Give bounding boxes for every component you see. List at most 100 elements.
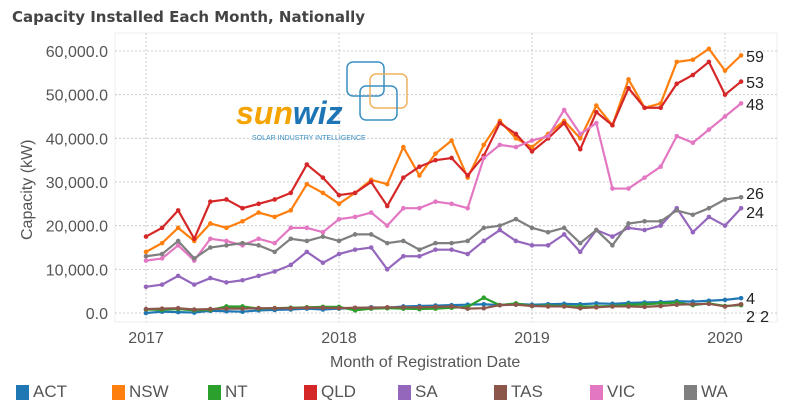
data-point [368, 179, 374, 185]
data-point [577, 131, 583, 137]
data-point [288, 208, 294, 213]
data-point [497, 120, 503, 126]
legend-swatch [494, 384, 507, 400]
data-point [208, 275, 213, 281]
data-point [658, 303, 663, 309]
legend-swatch [590, 384, 603, 400]
legend-swatch [16, 384, 29, 400]
data-point [481, 142, 487, 148]
y-tick-label: 20,000.0 [46, 219, 108, 236]
logo-wordmark: sunwiz [236, 95, 343, 131]
data-point [738, 205, 744, 211]
data-point [272, 240, 277, 246]
data-point [642, 227, 647, 233]
x-tick-label: 2017 [128, 330, 164, 347]
data-point [674, 302, 680, 308]
data-point [481, 305, 487, 311]
data-point [256, 236, 261, 242]
data-point [626, 221, 631, 226]
data-point [191, 236, 197, 242]
data-point [529, 138, 535, 143]
data-point [336, 251, 342, 257]
series-wa: 26 [143, 186, 764, 261]
data-point [561, 232, 567, 237]
data-point [465, 251, 470, 257]
data-point [545, 304, 551, 309]
data-point [288, 225, 294, 231]
data-point [208, 245, 213, 250]
data-point [738, 79, 744, 84]
data-point [658, 105, 663, 111]
data-point [722, 68, 728, 73]
legend-item-nt[interactable]: NT [208, 382, 248, 402]
logo-wiz: wiz [293, 95, 343, 131]
data-point [722, 114, 728, 119]
legend-label: QLD [321, 382, 356, 401]
data-point [481, 295, 487, 301]
legend-item-sa[interactable]: SA [398, 382, 438, 402]
series-line-wa [145, 196, 742, 260]
data-point [706, 59, 712, 65]
data-point [368, 245, 374, 250]
data-point [481, 155, 487, 161]
data-point [529, 144, 535, 150]
data-point [706, 46, 712, 52]
data-point [738, 101, 744, 106]
data-point [384, 203, 390, 209]
data-point [368, 232, 374, 237]
logo-sun: sun [236, 95, 293, 131]
end-label: 53 [746, 75, 764, 92]
data-point [433, 157, 438, 163]
data-point [272, 214, 277, 220]
end-label: 26 [746, 186, 764, 203]
y-tick-label: 40,000.0 [46, 131, 108, 148]
data-point [304, 162, 310, 167]
data-point [143, 253, 149, 259]
data-point [352, 214, 358, 220]
data-point [626, 186, 631, 191]
x-tick-label: 2018 [321, 330, 357, 347]
data-point [240, 277, 245, 283]
data-point [320, 234, 326, 239]
end-label: 2 [746, 309, 755, 326]
data-point [497, 223, 503, 228]
legend-item-wa[interactable]: WA [684, 382, 728, 402]
legend-item-qld[interactable]: QLD [304, 382, 356, 402]
legend-item-tas[interactable]: TAS [494, 382, 543, 402]
legend-item-vic[interactable]: VIC [590, 382, 635, 402]
y-tick-label: 50,000.0 [46, 88, 108, 105]
legend-item-act[interactable]: ACT [16, 382, 67, 402]
data-point [384, 267, 390, 272]
data-point [401, 144, 406, 150]
data-point [513, 302, 519, 308]
data-point [208, 221, 213, 226]
data-point [449, 201, 454, 207]
data-point [722, 92, 728, 97]
data-point [159, 225, 165, 231]
data-point [384, 240, 390, 246]
data-point [288, 305, 294, 311]
data-point [368, 210, 374, 215]
series-sa: 24 [143, 205, 764, 290]
data-point [642, 304, 647, 310]
data-point [143, 284, 149, 290]
data-point [738, 295, 744, 301]
legend-label: WA [701, 382, 728, 401]
data-point [610, 304, 615, 309]
sunwiz-logo: sunwiz SOLAR INDUSTRY INTELLIGENCE [236, 61, 408, 142]
data-point [417, 205, 422, 211]
data-point [175, 273, 181, 279]
data-point [384, 223, 390, 228]
data-point [674, 208, 680, 213]
data-point [224, 238, 229, 244]
end-label: 2 [760, 309, 769, 326]
legend-label: VIC [607, 382, 636, 401]
legend-item-nsw[interactable]: NSW [112, 382, 169, 402]
data-point [706, 301, 712, 307]
data-point [208, 199, 213, 204]
data-point [224, 306, 229, 311]
data-point [368, 305, 374, 311]
end-label: 4 [746, 291, 755, 308]
data-point [304, 249, 310, 255]
